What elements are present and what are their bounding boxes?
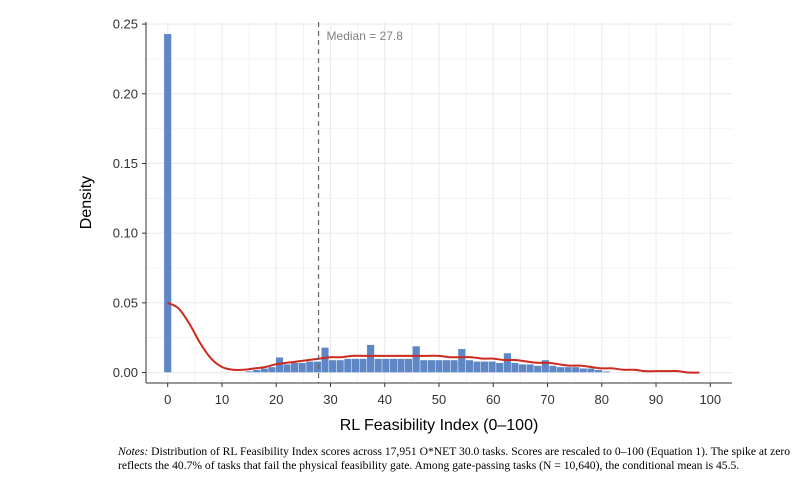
histogram-bar: [404, 358, 413, 373]
histogram-bar: [381, 358, 390, 373]
y-axis-title: Density: [78, 176, 95, 229]
histogram-bar: [586, 368, 595, 373]
histogram-bar: [450, 359, 459, 373]
y-tick-label: 0.00: [113, 365, 138, 380]
histogram-bar: [495, 362, 504, 373]
histogram-bar: [510, 362, 519, 373]
histogram-bar: [602, 370, 611, 373]
histogram-bar: [472, 361, 481, 373]
histogram-bar: [305, 361, 314, 373]
histogram-bar: [579, 368, 588, 373]
x-tick-label: 70: [540, 392, 554, 407]
histogram-bar: [245, 370, 254, 373]
histogram-bar: [564, 366, 573, 373]
histogram-bar: [260, 368, 269, 373]
histogram-bar: [442, 359, 451, 373]
histogram-bar: [366, 344, 375, 373]
grid-lines: [146, 22, 732, 383]
notes-text: Distribution of RL Feasibility Index sco…: [118, 445, 791, 473]
histogram-bar: [526, 363, 535, 373]
histogram-bar: [503, 352, 512, 373]
histogram-bar: [283, 363, 292, 373]
x-tick-label: 30: [323, 392, 337, 407]
histogram-bar: [465, 359, 474, 373]
histogram-bar: [518, 363, 527, 373]
histogram-bar: [397, 358, 406, 373]
histogram-bar: [571, 366, 580, 373]
histogram-bar: [389, 358, 398, 373]
histogram-bar: [374, 358, 383, 373]
histogram-bar: [548, 365, 557, 373]
histogram-bar: [290, 362, 299, 373]
histogram-bar: [351, 358, 360, 373]
y-tick-label: 0.15: [113, 156, 138, 171]
y-tick-label: 0.10: [113, 226, 138, 241]
histogram-bar: [594, 369, 603, 373]
histogram-bar: [419, 359, 428, 373]
x-tick-label: 40: [378, 392, 392, 407]
median-label: Median = 27.8: [327, 29, 404, 43]
histogram-bar: [556, 366, 565, 373]
histogram-bar: [533, 365, 542, 373]
x-axis-title: RL Feasibility Index (0–100): [340, 417, 539, 434]
histogram-bar: [480, 361, 489, 373]
histogram-bar: [313, 361, 322, 373]
y-tick-labels: 0.00 0.05 0.10 0.15 0.20 0.25: [113, 17, 146, 380]
histogram-bar: [488, 361, 497, 373]
x-tick-label: 60: [486, 392, 500, 407]
histogram-bar: [412, 345, 421, 373]
notes-label: Notes:: [118, 445, 149, 458]
histogram-chart: Median = 27.8 0 10 20 30 40 50 60 70 80 90 100 0.0…: [78, 17, 732, 434]
x-tick-label: 80: [595, 392, 609, 407]
x-tick-label: 0: [164, 392, 171, 407]
histogram-bar: [252, 369, 261, 373]
y-tick-label: 0.20: [113, 86, 138, 101]
figure-notes: Notes: Distribution of RL Feasibility In…: [118, 445, 804, 473]
histogram-bar: [321, 347, 330, 373]
histogram-bar: [298, 362, 307, 373]
x-tick-label: 50: [432, 392, 446, 407]
histogram-bar: [427, 359, 436, 373]
histogram-bar: [336, 359, 345, 373]
x-tick-label: 10: [215, 392, 229, 407]
histogram-bar: [435, 359, 443, 373]
x-tick-label: 100: [699, 392, 721, 407]
histogram-bars: [163, 33, 611, 373]
x-tick-label: 20: [269, 392, 283, 407]
x-tick-labels: 0 10 20 30 40 50 60 70 80 90 100: [164, 383, 721, 407]
histogram-bar: [267, 366, 276, 373]
histogram-bar: [343, 358, 352, 373]
histogram-bar: [457, 348, 466, 373]
histogram-bar: [359, 358, 368, 373]
y-tick-label: 0.05: [113, 295, 138, 310]
x-tick-label: 90: [649, 392, 663, 407]
density-curve: [167, 301, 700, 374]
y-tick-label: 0.25: [113, 17, 138, 32]
histogram-bar: [163, 33, 172, 373]
histogram-bar: [328, 359, 337, 373]
